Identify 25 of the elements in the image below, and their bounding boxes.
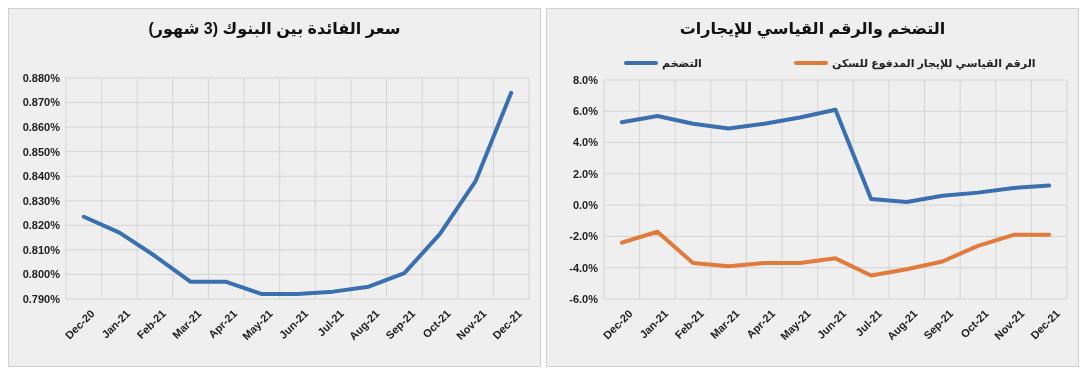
y-tick-label: 4.0% (572, 136, 599, 149)
y-tick-label: 0.830% (22, 194, 61, 207)
y-tick-label: 0.870% (22, 96, 61, 109)
y-tick-label: 0.850% (22, 145, 61, 158)
line-series (619, 107, 1052, 205)
y-tick-label: 0.880% (22, 71, 61, 84)
legend-label: الرقم القياسي للإيجار المدفوع للسكن (832, 56, 1036, 70)
y-tick-label: 0.800% (22, 268, 61, 281)
y-tick-label: 0.790% (22, 292, 61, 305)
y-tick-label: 2.0% (572, 167, 599, 180)
y-tick-label: -4.0% (569, 261, 599, 274)
chart-title: سعر الفائدة بين البنوك (3 شهور) (148, 20, 401, 38)
y-tick-label: -6.0% (569, 292, 599, 305)
y-tick-label: 0.810% (22, 243, 61, 256)
y-tick-label: 0.820% (22, 219, 61, 232)
y-tick-label: 0.840% (22, 170, 61, 183)
y-tick-label: 0.860% (22, 120, 61, 133)
y-tick-label: 0.0% (572, 198, 599, 211)
y-tick-label: 6.0% (572, 105, 599, 118)
line-series (619, 229, 1052, 278)
y-tick-label: -2.0% (569, 230, 599, 243)
legend-label: التضخم (662, 56, 702, 70)
y-tick-label: 8.0% (572, 73, 599, 86)
chart-title: التضخم والرقم القياسي للإيجارات (679, 20, 946, 39)
line-series (81, 90, 514, 297)
